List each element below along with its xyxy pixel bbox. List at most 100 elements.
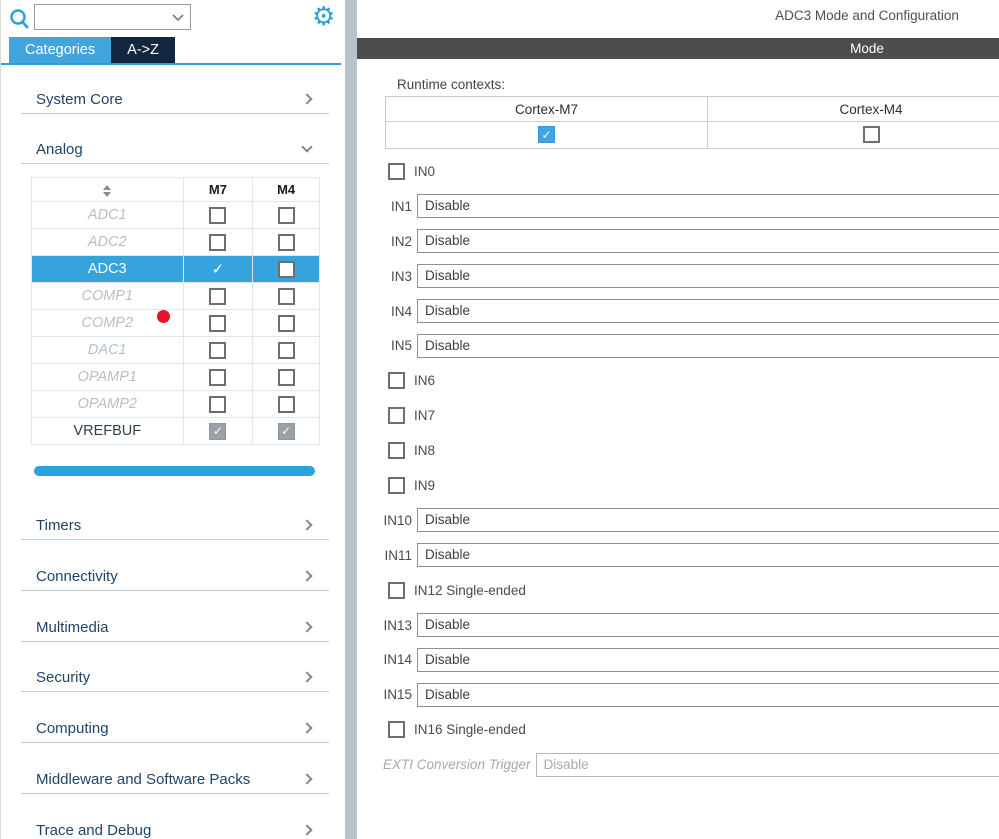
mode-select-row: IN14 Disable <box>357 642 999 677</box>
sidebar-section-middleware-and-software-packs[interactable]: Middleware and Software Packs <box>21 765 329 794</box>
comp1-m4-checkbox[interactable] <box>277 287 295 305</box>
opamp2-m7-checkbox[interactable] <box>209 395 227 413</box>
sidebar-section-connectivity[interactable]: Connectivity <box>21 562 329 591</box>
analog-row-opamp2[interactable]: OPAMP2 <box>31 390 320 418</box>
sidebar-section-trace-and-debug[interactable]: Trace and Debug <box>21 816 329 839</box>
analog-row-comp1[interactable]: COMP1 <box>31 282 320 310</box>
in0-checkbox[interactable] <box>388 162 405 180</box>
cortex-m7-header: Cortex-M7 <box>385 96 708 122</box>
dac1-m4-checkbox[interactable] <box>277 341 295 359</box>
peripheral-name[interactable]: OPAMP1 <box>31 363 184 391</box>
search-input[interactable] <box>37 7 165 27</box>
in2-select[interactable]: Disable <box>417 229 999 254</box>
mode-checkbox-row: IN9 <box>357 468 999 503</box>
horizontal-scrollbar[interactable] <box>34 466 315 476</box>
mode-select-row: IN15 Disable <box>357 677 999 712</box>
peripheral-name[interactable]: ADC1 <box>31 201 184 229</box>
in9-checkbox[interactable] <box>388 476 405 494</box>
cortex-m7-checkbox[interactable] <box>538 126 555 144</box>
adc2-m7-checkbox[interactable] <box>209 233 227 251</box>
chevron-icon <box>301 93 313 105</box>
peripheral-name[interactable]: VREFBUF <box>31 417 184 445</box>
sidebar-section-analog[interactable]: Analog <box>21 135 329 164</box>
in8-checkbox[interactable] <box>388 442 405 460</box>
peripheral-name[interactable]: ADC2 <box>31 228 184 256</box>
section-label: Computing <box>36 720 109 738</box>
gear-icon[interactable]: ⚙︎ <box>312 2 336 32</box>
in14-select[interactable]: Disable <box>417 647 999 672</box>
peripheral-name[interactable]: COMP1 <box>31 282 184 310</box>
analog-row-adc1[interactable]: ADC1 <box>31 201 320 229</box>
sidebar-section-security[interactable]: Security <box>21 663 329 693</box>
in5-select[interactable]: Disable <box>417 333 999 358</box>
peripheral-name[interactable]: COMP2 <box>31 309 184 337</box>
cortex-m4-checkbox[interactable] <box>862 126 880 144</box>
in13-select[interactable]: Disable <box>417 613 999 638</box>
select-value: Disable <box>425 233 471 249</box>
sidebar-section-system-core[interactable]: System Core <box>21 85 329 114</box>
in16-single-ended-checkbox[interactable] <box>388 721 405 739</box>
in6-checkbox[interactable] <box>388 372 405 390</box>
sidebar-section-computing[interactable]: Computing <box>21 714 329 744</box>
mode-section-header: Mode <box>357 38 999 59</box>
section-label: Trace and Debug <box>36 821 152 839</box>
mode-settings-list: IN0 IN1 Disable IN2 Disable IN3 Disable … <box>357 154 999 782</box>
section-label: System Core <box>36 91 123 108</box>
chevron-icon <box>301 824 313 836</box>
peripheral-name[interactable]: OPAMP2 <box>31 390 184 418</box>
comp2-m7-checkbox[interactable] <box>209 314 227 332</box>
mode-checkbox-row: IN12 Single-ended <box>357 573 999 608</box>
chevron-icon <box>301 773 313 785</box>
vertical-scrollbar[interactable] <box>345 0 357 839</box>
in10-select[interactable]: Disable <box>417 508 999 533</box>
opamp1-m4-checkbox[interactable] <box>277 368 295 386</box>
in4-select[interactable]: Disable <box>417 299 999 323</box>
in1-select[interactable]: Disable <box>417 194 999 219</box>
in7-checkbox[interactable] <box>388 407 405 425</box>
peripheral-name[interactable]: ADC3 <box>31 255 184 283</box>
in12-single-ended-checkbox[interactable] <box>388 581 405 599</box>
section-label: Analog <box>36 141 83 158</box>
in15-select[interactable]: Disable <box>417 682 999 707</box>
sidebar-section-multimedia[interactable]: Multimedia <box>21 613 329 642</box>
sort-header-cell[interactable] <box>31 177 184 202</box>
select-value: Disable <box>425 303 471 318</box>
red-dot-indicator <box>157 310 170 323</box>
peripheral-name[interactable]: DAC1 <box>31 336 184 364</box>
tab-categories[interactable]: Categories <box>9 37 112 63</box>
sort-icon[interactable] <box>103 184 112 197</box>
in3-select[interactable]: Disable <box>417 264 999 289</box>
analog-row-comp2[interactable]: COMP2 <box>31 309 320 337</box>
mode-row-label: IN12 Single-ended <box>414 582 526 598</box>
vrefbuf-m4-checkbox[interactable]: ✓ <box>277 422 295 440</box>
chevron-icon <box>301 671 313 684</box>
mode-checkbox-row: IN6 <box>357 363 999 398</box>
tab-a-z[interactable]: A->Z <box>111 37 175 63</box>
opamp1-m7-checkbox[interactable] <box>209 368 227 386</box>
dac1-m7-checkbox[interactable] <box>209 341 227 359</box>
opamp2-m4-checkbox[interactable] <box>277 395 295 413</box>
sidebar-section-timers[interactable]: Timers <box>21 511 329 540</box>
adc3-m4-checkbox[interactable] <box>277 260 295 278</box>
mode-checkbox-row: IN8 <box>357 433 999 468</box>
column-header-m4: M4 <box>252 177 320 202</box>
adc1-m7-checkbox[interactable] <box>209 206 227 224</box>
analog-row-dac1[interactable]: DAC1 <box>31 336 320 364</box>
adc3-m7-checkbox[interactable]: ✓ <box>211 261 225 278</box>
peripherals-sidebar: ⚙︎ Categories A->Z System Core Analog M7… <box>0 0 341 839</box>
analog-row-adc3[interactable]: ADC3 ✓ <box>31 255 320 283</box>
mode-row-label: IN16 Single-ended <box>414 722 526 738</box>
analog-row-vrefbuf[interactable]: VREFBUF ✓ ✓ <box>31 417 320 445</box>
comp2-m4-checkbox[interactable] <box>277 314 295 332</box>
adc2-m4-checkbox[interactable] <box>277 233 295 251</box>
analog-row-opamp1[interactable]: OPAMP1 <box>31 363 320 391</box>
adc1-m4-checkbox[interactable] <box>277 206 295 224</box>
section-label: Middleware and Software Packs <box>36 770 251 788</box>
mode-select-row: IN4 Disable <box>357 294 999 329</box>
comp1-m7-checkbox[interactable] <box>209 287 227 305</box>
analog-row-adc2[interactable]: ADC2 <box>31 228 320 256</box>
in11-select[interactable]: Disable <box>417 543 999 568</box>
search-combobox[interactable] <box>34 4 191 30</box>
panel-title: ADC3 Mode and Configuration <box>775 8 959 23</box>
vrefbuf-m7-checkbox[interactable]: ✓ <box>209 422 227 440</box>
